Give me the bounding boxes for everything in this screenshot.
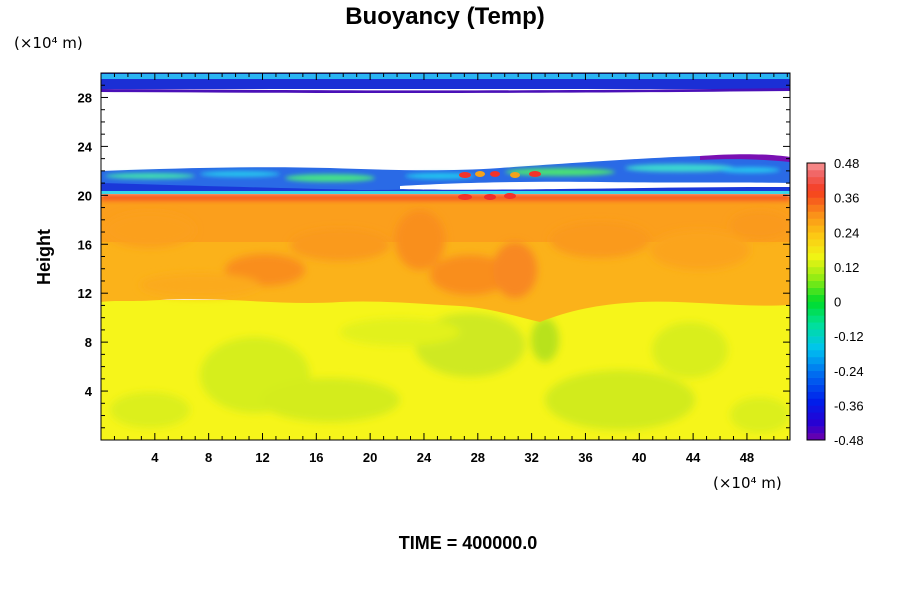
colorbar-cell: [807, 405, 825, 413]
x-tick-label: 28: [471, 450, 485, 465]
interface-cyan-line: [101, 191, 790, 194]
colorbar-cell: [807, 363, 825, 372]
colorbar-tick-label: 0.48: [834, 156, 859, 171]
upper-band-main: [101, 155, 790, 190]
colorbar-cell: [807, 343, 825, 351]
colorbar-cell: [807, 412, 825, 420]
x-tick-label: 40: [632, 450, 646, 465]
colorbar-cell: [807, 433, 825, 441]
x-tick-label: 12: [255, 450, 269, 465]
colorbar-tick-label: 0.12: [834, 260, 859, 275]
colorbar-tick-label: 0.36: [834, 191, 859, 206]
colorbar-frame: [806, 162, 826, 441]
middle-layer-texture: [105, 210, 790, 298]
interface-band: [101, 193, 790, 201]
colorbar-tick-label: 0: [834, 295, 841, 310]
colorbar-cell: [807, 163, 825, 171]
chart-title: Buoyancy (Temp): [345, 3, 545, 30]
upper-band-purple-edge: [700, 154, 790, 162]
colorbar-cell: [807, 225, 825, 233]
colorbar-cell: [807, 280, 825, 288]
colorbar-tick-label: -0.48: [834, 433, 864, 448]
x-tick-label: 36: [578, 450, 592, 465]
colorbar-cell: [807, 322, 825, 330]
x-tick-label: 20: [363, 450, 377, 465]
colorbar-cell: [807, 384, 825, 392]
colorbar-cell: [807, 266, 825, 275]
x-tick-label: 32: [524, 450, 538, 465]
x-tick-label: 24: [417, 450, 432, 465]
upper-band-white-gap: [400, 181, 790, 190]
colorbar-cell: [807, 349, 825, 358]
colorbar-cell: [807, 294, 825, 302]
colorbar-cell: [807, 336, 825, 344]
top-band-cyan: [101, 74, 790, 79]
x-tick-label: 48: [740, 450, 754, 465]
colorbar-cell: [807, 169, 825, 178]
lower-layer-texture: [110, 313, 790, 433]
y-axis-label: Height: [34, 229, 54, 285]
time-label: TIME = 400000.0: [399, 533, 538, 553]
colorbar-cell: [807, 426, 825, 434]
colorbar-cell: [807, 176, 825, 185]
x-tick-label: 4: [151, 450, 159, 465]
colorbar-cell: [807, 315, 825, 323]
y-tick-label: 8: [85, 335, 92, 350]
colorbar-tick-label: 0.24: [834, 225, 859, 240]
colorbar-cell: [807, 246, 825, 254]
x-axis-ticks: 4 8 12 16 20 24 28 32 36 40 44 48: [113, 73, 788, 465]
y-tick-label: 20: [78, 188, 92, 203]
colorbar-cell: [807, 273, 825, 282]
colorbar-cell: [807, 301, 825, 309]
colorbar-cell: [807, 218, 825, 226]
x-tick-label: 44: [686, 450, 701, 465]
x-unit-label: (×10⁴ m): [713, 474, 782, 492]
x-tick-label: 8: [205, 450, 212, 465]
colorbar: 0.48 0.36 0.24 0.12 0 -0.12 -0.24 -0.36 -0.48: [806, 156, 864, 448]
colorbar-cell: [807, 253, 825, 261]
colorbar-cell: [807, 259, 825, 268]
colorbar-cell: [807, 419, 825, 427]
colorbar-cell: [807, 391, 825, 399]
y-axis-ticks: 4 8 12 16 20 24 28: [78, 84, 790, 429]
buoyancy-field: [101, 73, 790, 440]
colorbar-cell: [807, 204, 825, 212]
colorbar-cell: [807, 287, 825, 295]
colorbar-cell: [807, 197, 825, 205]
y-tick-label: 28: [78, 90, 92, 105]
y-tick-label: 24: [78, 139, 93, 154]
upper-band-red-spots: [459, 171, 541, 178]
colorbar-tick-label: -0.12: [834, 329, 864, 344]
colorbar-cell: [807, 356, 825, 365]
colorbar-cell: [807, 398, 825, 406]
colorbar-cell: [807, 308, 825, 316]
colorbar-cell: [807, 183, 825, 191]
colorbar-cell: [807, 232, 825, 240]
colorbar-cell: [807, 377, 825, 385]
colorbar-cell: [807, 329, 825, 337]
y-unit-label: (×10⁴ m): [14, 34, 83, 52]
y-tick-label: 16: [78, 237, 92, 252]
colorbar-tick-label: -0.24: [834, 364, 864, 379]
colorbar-cell: [807, 211, 825, 219]
y-tick-label: 4: [85, 384, 93, 399]
colorbar-cell: [807, 239, 825, 247]
top-band-edge: [101, 88, 790, 93]
y-tick-label: 12: [78, 286, 92, 301]
x-tick-label: 16: [309, 450, 323, 465]
colorbar-cell: [807, 190, 825, 198]
interface-red-spots: [458, 193, 516, 200]
colorbar-tick-label: -0.36: [834, 398, 864, 413]
colorbar-cell: [807, 370, 825, 378]
